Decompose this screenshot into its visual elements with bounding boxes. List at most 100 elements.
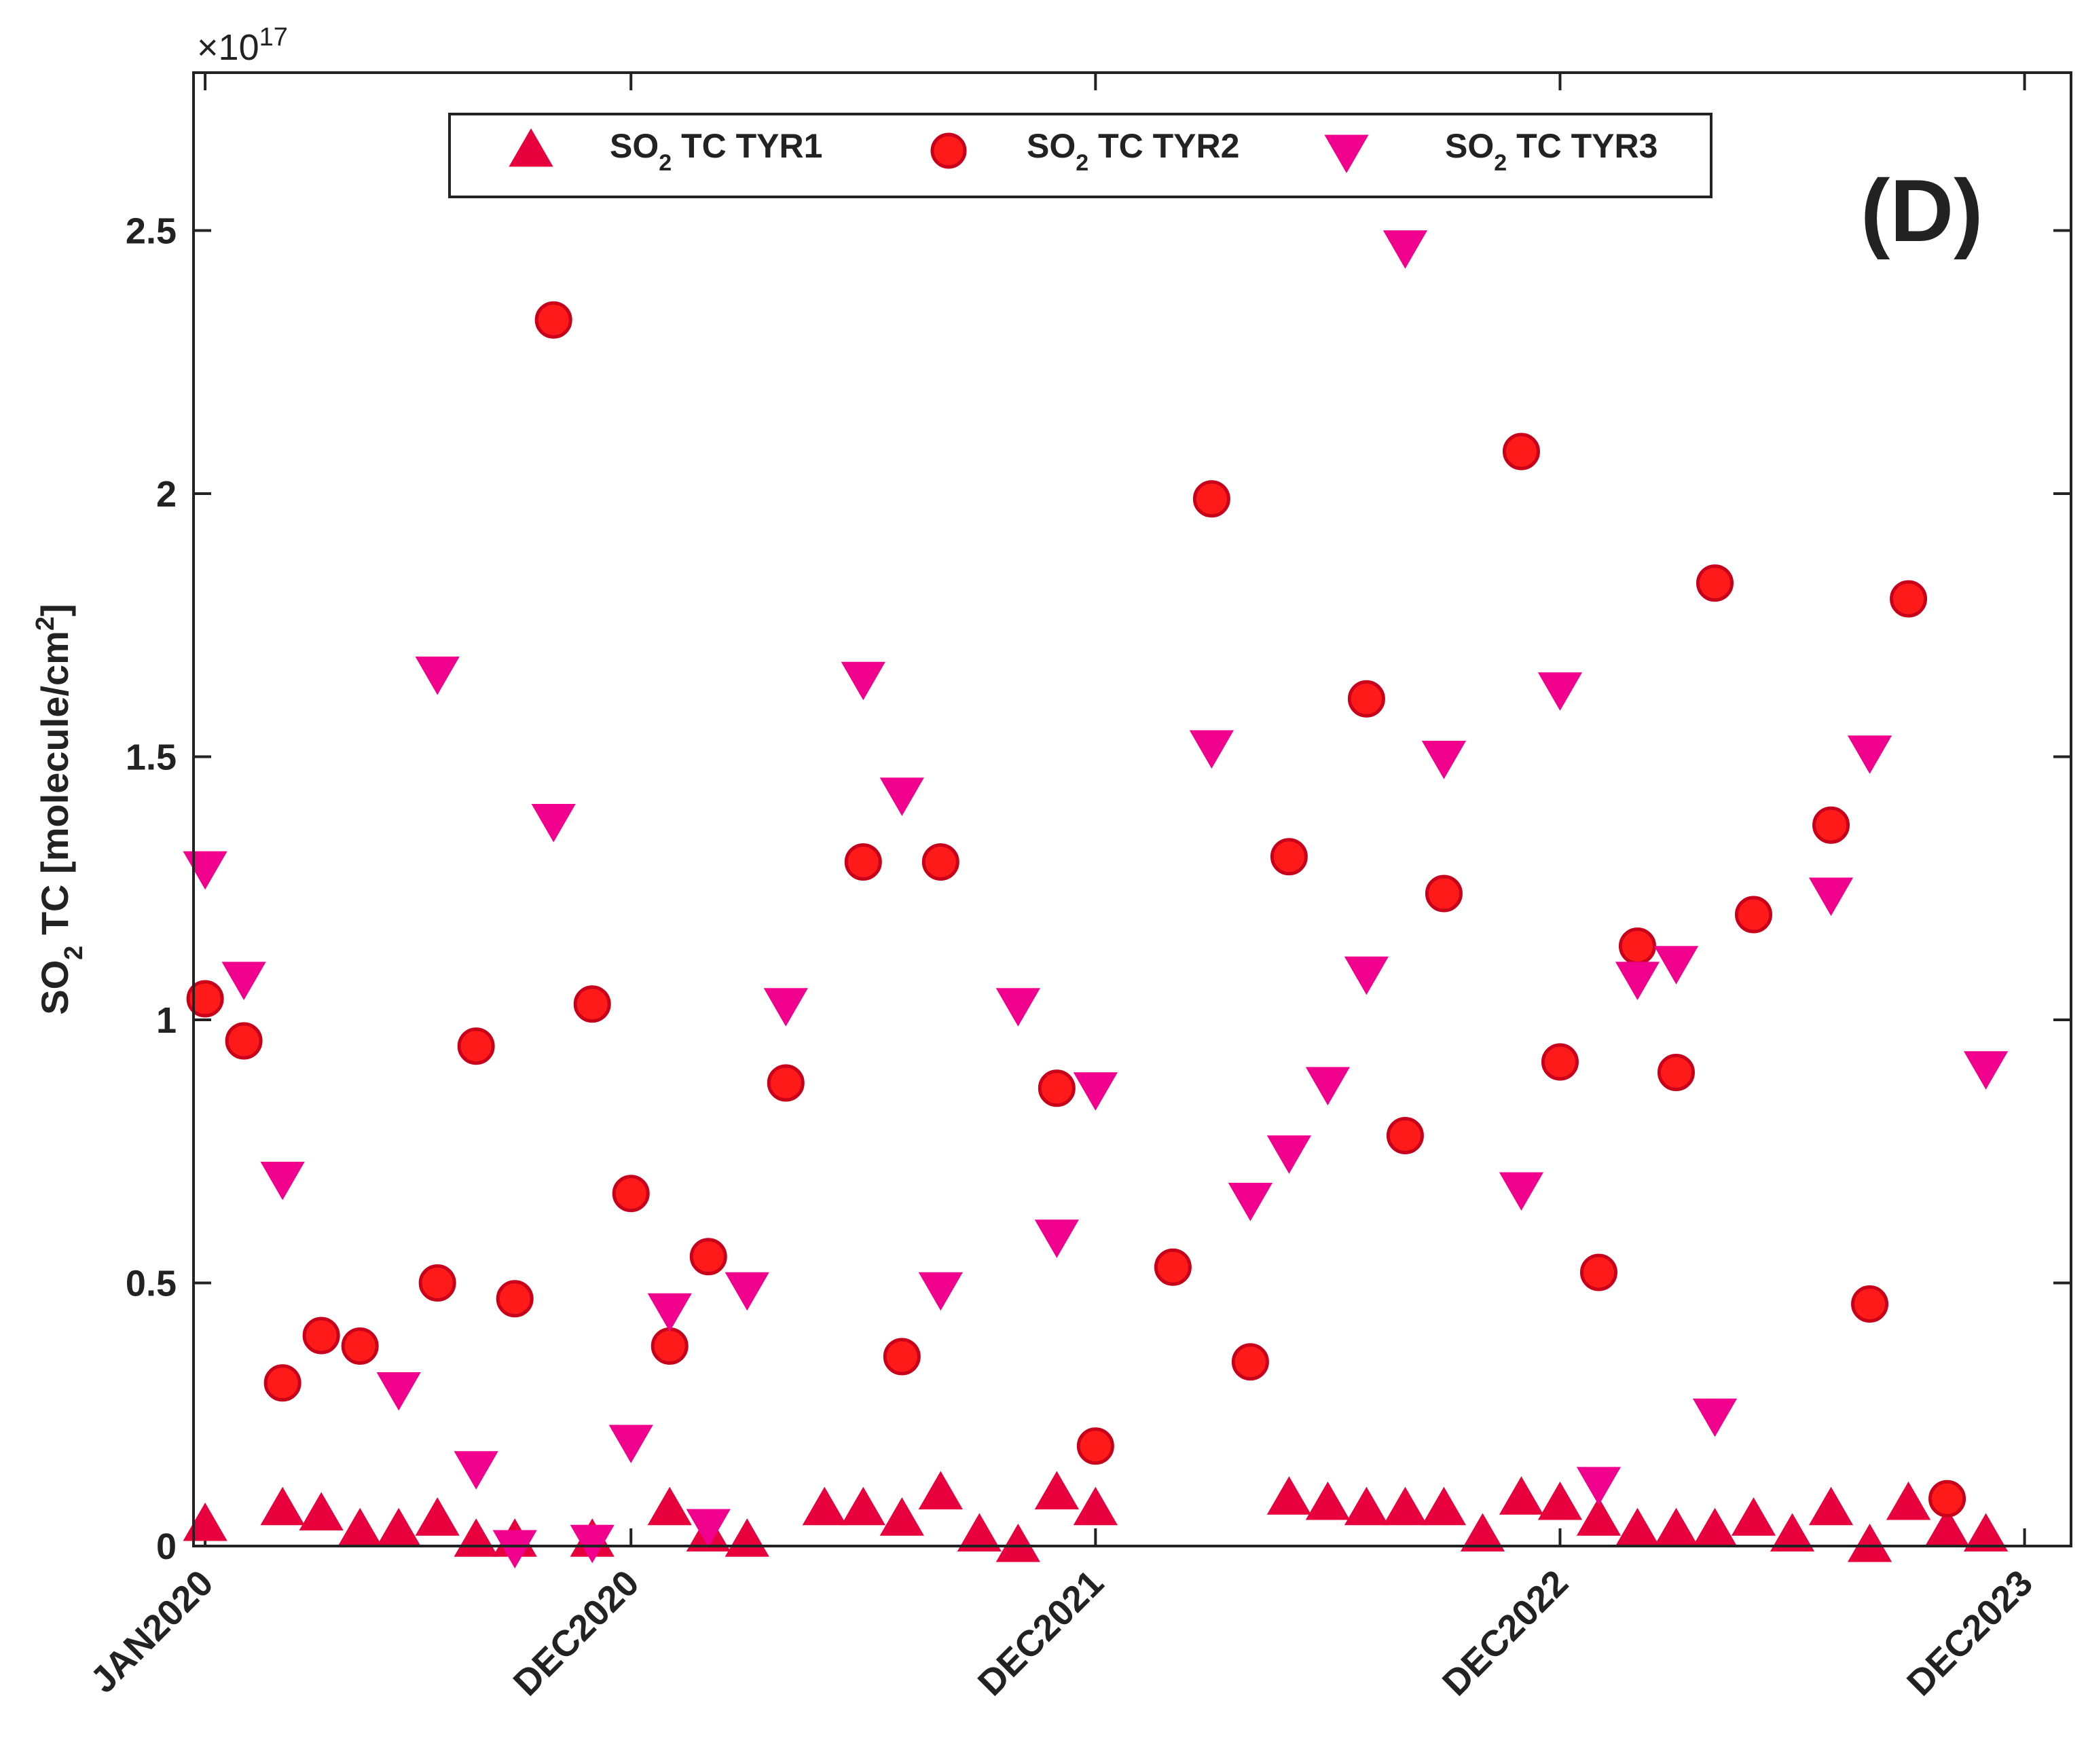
point-tyr1 — [415, 1497, 460, 1536]
legend-entry-tyr1: SO2 TC TYR1 — [509, 127, 822, 176]
y-exponent-label: ×1017 — [197, 23, 288, 68]
point-tyr1 — [1382, 1486, 1428, 1526]
y-tick-label: 0.5 — [126, 1264, 177, 1304]
point-tyr2 — [767, 1064, 805, 1102]
point-tyr2 — [1657, 1054, 1695, 1091]
point-tyr3 — [376, 1372, 421, 1411]
point-tyr3 — [1382, 230, 1428, 269]
point-tyr2 — [225, 1022, 263, 1060]
point-tyr3 — [1615, 961, 1660, 1001]
point-tyr2 — [1038, 1069, 1076, 1107]
point-tyr2 — [1618, 927, 1656, 965]
point-tyr3 — [570, 1524, 615, 1564]
point-tyr1 — [841, 1486, 885, 1526]
y-tick-label: 2 — [156, 474, 177, 515]
point-tyr1 — [1499, 1476, 1544, 1515]
point-tyr2 — [457, 1027, 495, 1065]
point-tyr3 — [725, 1272, 769, 1311]
y-tick-label: 1 — [156, 1000, 177, 1041]
legend-marker-tyr3 — [1324, 134, 1369, 174]
point-tyr2 — [1541, 1043, 1579, 1081]
legend: SO2 TC TYR1 SO2 TC TYR2 SO2 TC TYR3 — [448, 113, 1712, 198]
point-tyr1 — [1731, 1497, 1776, 1536]
point-tyr1 — [1808, 1486, 1854, 1526]
point-tyr3 — [1344, 956, 1389, 995]
point-tyr2 — [1192, 480, 1230, 518]
point-tyr3 — [1421, 741, 1467, 779]
point-tyr1 — [802, 1486, 847, 1526]
legend-box — [448, 113, 1712, 198]
point-tyr3 — [1537, 672, 1583, 711]
legend-entry-tyr2: SO2 TC TYR2 — [930, 127, 1239, 176]
legend-marker-tyr1 — [509, 128, 553, 167]
point-tyr1 — [1460, 1513, 1505, 1551]
point-tyr2 — [689, 1238, 727, 1276]
point-tyr3 — [1499, 1172, 1544, 1211]
point-tyr3 — [260, 1162, 305, 1200]
point-tyr3 — [1189, 730, 1234, 769]
point-tyr2 — [612, 1175, 650, 1213]
point-tyr2 — [496, 1280, 534, 1318]
point-tyr3 — [1653, 946, 1699, 985]
point-tyr2 — [1154, 1248, 1192, 1286]
point-tyr1 — [1847, 1523, 1892, 1562]
point-tyr3 — [1963, 1051, 2009, 1090]
point-tyr3 — [492, 1530, 537, 1569]
point-tyr1 — [1576, 1497, 1622, 1536]
point-tyr2 — [1851, 1285, 1889, 1323]
point-tyr1 — [1266, 1476, 1311, 1515]
point-tyr3 — [1808, 877, 1854, 917]
point-tyr1 — [1034, 1471, 1079, 1509]
plot-frame — [192, 71, 2072, 1547]
point-tyr2 — [186, 980, 224, 1018]
point-tyr2 — [1579, 1253, 1617, 1291]
point-tyr2 — [883, 1338, 921, 1376]
point-tyr1 — [1770, 1513, 1815, 1551]
point-tyr3 — [995, 988, 1040, 1027]
point-tyr1 — [879, 1497, 924, 1536]
point-tyr2 — [1812, 806, 1850, 844]
point-tyr1 — [183, 1502, 227, 1541]
point-tyr2 — [263, 1364, 301, 1402]
point-tyr3 — [647, 1293, 692, 1332]
point-tyr2 — [1076, 1427, 1114, 1465]
point-tyr3 — [221, 961, 266, 1001]
point-tyr2 — [1386, 1117, 1424, 1154]
point-tyr1 — [1073, 1486, 1118, 1526]
point-tyr2 — [844, 843, 882, 881]
point-tyr2 — [1735, 896, 1773, 934]
point-tyr2 — [1425, 875, 1463, 913]
point-tyr3 — [686, 1509, 731, 1548]
point-tyr1 — [1537, 1481, 1583, 1520]
point-tyr3 — [1847, 735, 1892, 774]
point-tyr3 — [1305, 1067, 1350, 1106]
point-tyr1 — [1305, 1481, 1350, 1520]
point-tyr2 — [921, 843, 959, 881]
point-tyr3 — [1073, 1072, 1118, 1111]
y-tick-label: 0 — [156, 1526, 177, 1567]
legend-label-tyr2: SO2 TC TYR2 — [1027, 127, 1239, 176]
point-tyr3 — [918, 1272, 963, 1311]
y-axis-label: SO2 TC [molecule/cm2] — [31, 604, 88, 1015]
point-tyr1 — [957, 1513, 1002, 1551]
panel-label: (D) — [1861, 161, 1983, 260]
point-tyr2 — [1231, 1343, 1269, 1381]
point-tyr3 — [531, 804, 576, 843]
point-tyr1 — [1886, 1481, 1931, 1520]
point-tyr1 — [260, 1486, 305, 1526]
y-tick-label: 2.5 — [126, 211, 177, 252]
point-tyr3 — [1576, 1467, 1622, 1506]
tick-marks — [194, 73, 2071, 1547]
point-tyr3 — [1228, 1183, 1272, 1221]
point-tyr1 — [1421, 1486, 1467, 1526]
legend-label-tyr3: SO2 TC TYR3 — [1445, 127, 1657, 176]
point-tyr3 — [1034, 1219, 1079, 1258]
point-tyr3 — [183, 851, 227, 890]
point-tyr3 — [841, 661, 885, 701]
point-tyr2 — [1928, 1480, 1966, 1518]
point-tyr1 — [995, 1523, 1040, 1562]
point-tyr2 — [1890, 580, 1928, 618]
point-tyr3 — [879, 777, 924, 816]
